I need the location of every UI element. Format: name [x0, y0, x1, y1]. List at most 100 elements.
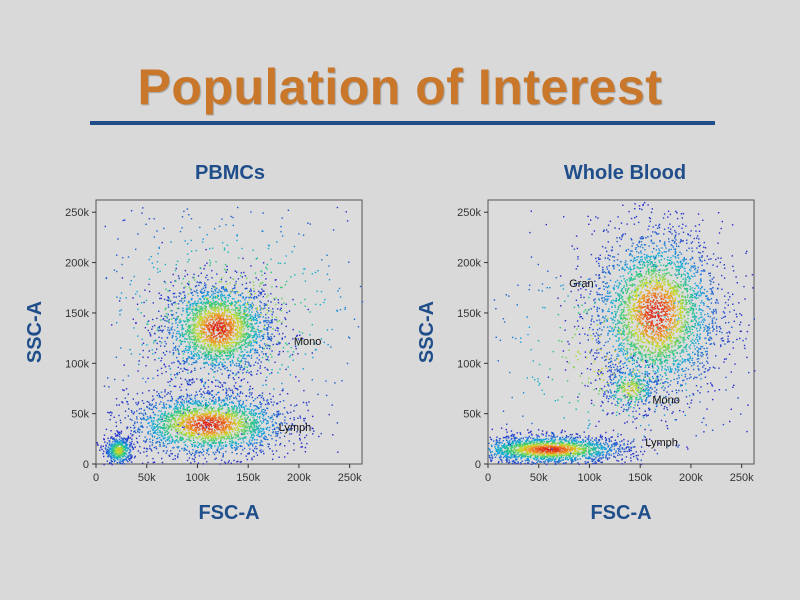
data-point [186, 318, 188, 321]
data-point [219, 325, 221, 328]
data-point [205, 404, 207, 406]
data-point [229, 347, 232, 350]
data-point [224, 418, 226, 420]
data-point [243, 334, 245, 336]
data-point [199, 379, 202, 381]
data-point [188, 421, 190, 424]
data-point [206, 292, 209, 295]
data-point [234, 443, 236, 445]
data-point [240, 351, 242, 353]
data-point [217, 442, 220, 444]
data-point [171, 362, 173, 364]
data-point [130, 433, 132, 435]
data-point [106, 442, 109, 444]
data-point [182, 422, 184, 424]
data-point [176, 431, 179, 433]
data-point [262, 417, 264, 419]
data-point [225, 450, 227, 453]
data-point [182, 434, 184, 436]
data-point [207, 312, 209, 315]
data-point [218, 403, 220, 405]
data-point [115, 447, 117, 450]
data-point [240, 320, 243, 322]
data-point [205, 407, 207, 410]
data-point [206, 294, 208, 296]
data-point [198, 350, 200, 352]
data-point [266, 368, 268, 371]
data-point [109, 418, 111, 421]
data-point [256, 439, 258, 441]
data-point [253, 425, 256, 427]
data-point [272, 431, 275, 433]
data-point [244, 275, 247, 277]
data-point [203, 385, 205, 387]
data-point [214, 301, 216, 303]
data-point [175, 408, 178, 410]
data-point [223, 422, 226, 424]
data-point [185, 332, 188, 334]
data-point [183, 434, 186, 436]
data-point [165, 288, 167, 290]
data-point [118, 438, 121, 441]
data-point [265, 438, 267, 441]
data-point [181, 439, 183, 442]
data-point [237, 309, 239, 312]
data-point [180, 425, 183, 427]
data-point [246, 287, 248, 290]
data-point [211, 334, 213, 336]
data-point [212, 312, 214, 315]
data-point [152, 406, 155, 409]
data-point [211, 314, 213, 316]
data-point [229, 319, 231, 321]
data-point [252, 414, 254, 416]
data-point [212, 432, 214, 435]
data-point [218, 399, 220, 401]
data-point [165, 343, 167, 345]
data-point [210, 358, 212, 360]
data-point [218, 281, 220, 283]
data-point [247, 443, 249, 446]
data-point [177, 440, 180, 443]
data-point [246, 325, 248, 327]
data-point [211, 357, 213, 359]
data-point [186, 307, 188, 309]
data-point [231, 308, 233, 311]
data-point [155, 448, 158, 450]
data-point [216, 358, 218, 360]
data-point [192, 361, 195, 364]
data-point [203, 298, 205, 300]
data-point [176, 337, 178, 340]
data-point [267, 316, 270, 319]
data-point [174, 419, 176, 421]
data-point [204, 328, 206, 331]
data-point [108, 440, 110, 442]
data-point [202, 321, 204, 323]
data-point [181, 314, 183, 316]
data-point [271, 322, 273, 324]
data-point [210, 315, 212, 318]
data-point [174, 407, 176, 410]
data-point [197, 275, 200, 277]
data-point [237, 436, 240, 438]
data-point [234, 325, 236, 327]
data-point [243, 310, 245, 312]
data-point [132, 398, 134, 400]
data-point [195, 341, 197, 343]
data-point [193, 323, 195, 325]
data-point [259, 430, 261, 432]
data-point [212, 285, 214, 287]
data-point [163, 429, 166, 431]
data-point [204, 264, 206, 267]
data-point [208, 417, 210, 419]
data-point [180, 410, 182, 412]
data-point [164, 420, 166, 422]
data-point [190, 428, 193, 430]
data-point [161, 407, 163, 409]
data-point [195, 309, 198, 311]
data-point [158, 393, 160, 395]
data-point [209, 440, 211, 442]
data-point [224, 310, 226, 312]
data-point [263, 431, 265, 433]
data-point [166, 443, 169, 445]
data-point [195, 399, 197, 401]
